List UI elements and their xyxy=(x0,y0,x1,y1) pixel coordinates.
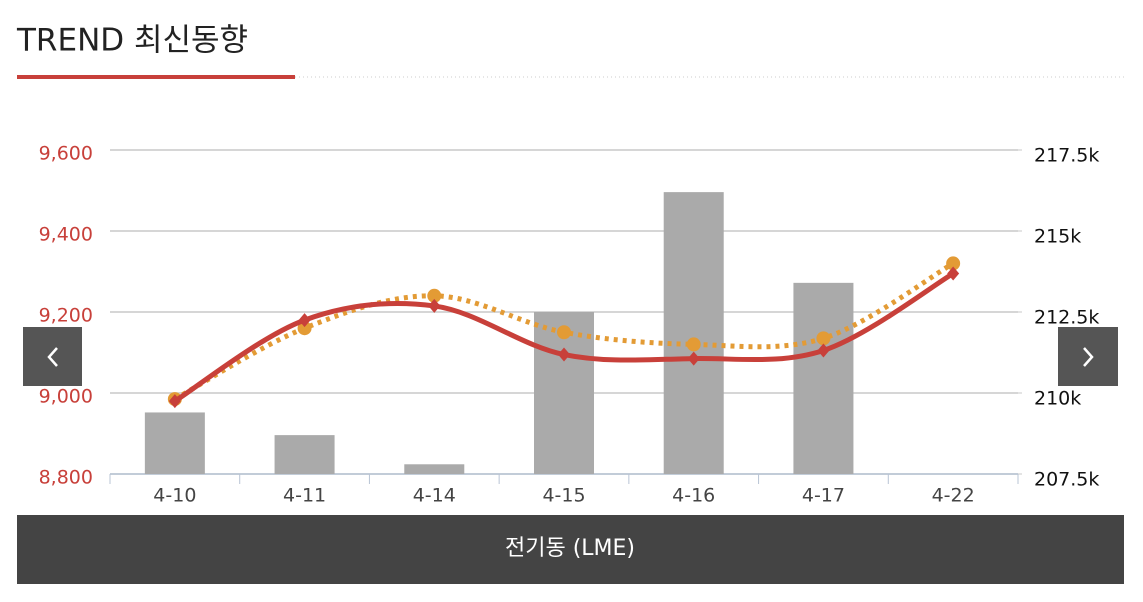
x-tick-label: 4-17 xyxy=(802,485,845,507)
marker xyxy=(558,347,570,362)
marker xyxy=(427,288,442,303)
x-tick-label: 4-11 xyxy=(283,485,326,507)
marker xyxy=(686,337,701,352)
marker xyxy=(557,325,571,340)
y2-tick-label: 212.5k xyxy=(1034,307,1099,329)
next-button[interactable] xyxy=(1058,327,1118,386)
x-tick-label: 4-10 xyxy=(153,485,196,507)
marker xyxy=(298,313,311,328)
marker xyxy=(946,256,961,271)
bar xyxy=(793,282,854,474)
prev-button[interactable] xyxy=(23,327,82,386)
y2-tick-label: 215k xyxy=(1034,226,1081,248)
x-tick-label: 4-16 xyxy=(672,485,715,507)
y-tick-label: 9,200 xyxy=(39,305,93,327)
y-tick-label: 9,400 xyxy=(39,224,93,246)
header-title: TREND 최신동향 xyxy=(16,23,248,59)
y2-tick-label: 210k xyxy=(1034,388,1081,410)
bar xyxy=(274,435,335,474)
y-tick-label: 9,600 xyxy=(39,143,93,165)
marker xyxy=(297,321,312,336)
x-tick-label: 4-22 xyxy=(932,485,975,507)
bar xyxy=(144,412,205,474)
marker xyxy=(428,298,441,313)
footer-bar xyxy=(17,515,1124,584)
y-tick-label: 9,000 xyxy=(39,386,93,408)
marker xyxy=(947,266,960,281)
marker xyxy=(817,343,830,358)
marker xyxy=(168,394,181,409)
y2-tick-label: 217.5k xyxy=(1034,145,1099,167)
x-tick-label: 4-15 xyxy=(542,485,585,507)
y-tick-label: 8,800 xyxy=(39,467,93,489)
bar xyxy=(404,464,465,474)
x-tick-label: 4-14 xyxy=(413,485,456,507)
marker xyxy=(816,331,831,346)
marker xyxy=(687,351,700,366)
bar xyxy=(663,192,724,474)
y2-tick-label: 207.5k xyxy=(1034,469,1099,491)
footer-label: 전기동 (LME) xyxy=(505,536,635,561)
plot: 8,800 9,000 9,200 9,400 9,600 207.5k 210k 212.5… xyxy=(39,143,1100,507)
